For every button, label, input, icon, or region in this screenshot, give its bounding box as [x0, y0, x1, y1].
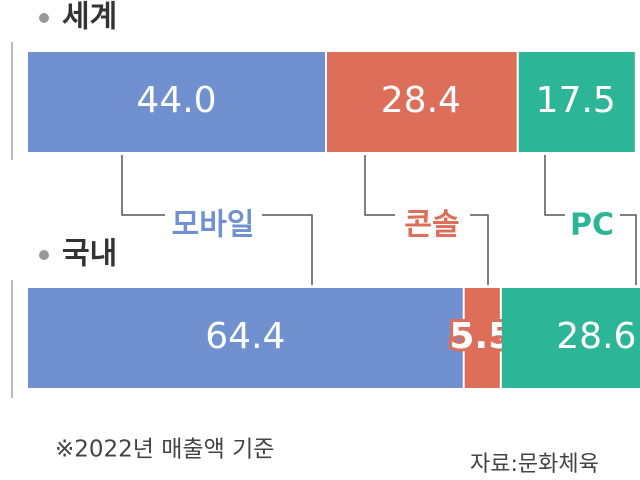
value-label: 28.4	[381, 80, 461, 121]
connector	[544, 155, 565, 216]
bar-segment	[518, 52, 635, 152]
bar-segment	[501, 288, 640, 388]
connector	[262, 214, 313, 285]
bar-segment	[28, 288, 463, 388]
bar-segment	[327, 52, 517, 152]
row-label: 국내	[62, 237, 117, 272]
value-label: 17.5	[536, 80, 616, 121]
legend-label: PC	[570, 208, 614, 243]
connector	[470, 214, 489, 285]
value-label: 64.4	[205, 316, 285, 357]
connector	[620, 214, 637, 285]
value-label: 28.6	[556, 316, 636, 357]
bar-segment	[28, 52, 325, 152]
row-dot	[39, 13, 49, 23]
connector	[364, 155, 395, 216]
bar-segment	[464, 288, 500, 388]
row-label: 세계	[62, 0, 117, 35]
connector	[121, 155, 165, 216]
note: ※2022년 매출액 기준	[55, 437, 274, 463]
legend-label: 모바일	[172, 208, 255, 243]
row-dot	[39, 250, 49, 260]
value-label: 44.0	[136, 80, 216, 121]
legend-label: 콘솔	[404, 208, 459, 243]
source: 자료:문화체육	[470, 452, 599, 477]
